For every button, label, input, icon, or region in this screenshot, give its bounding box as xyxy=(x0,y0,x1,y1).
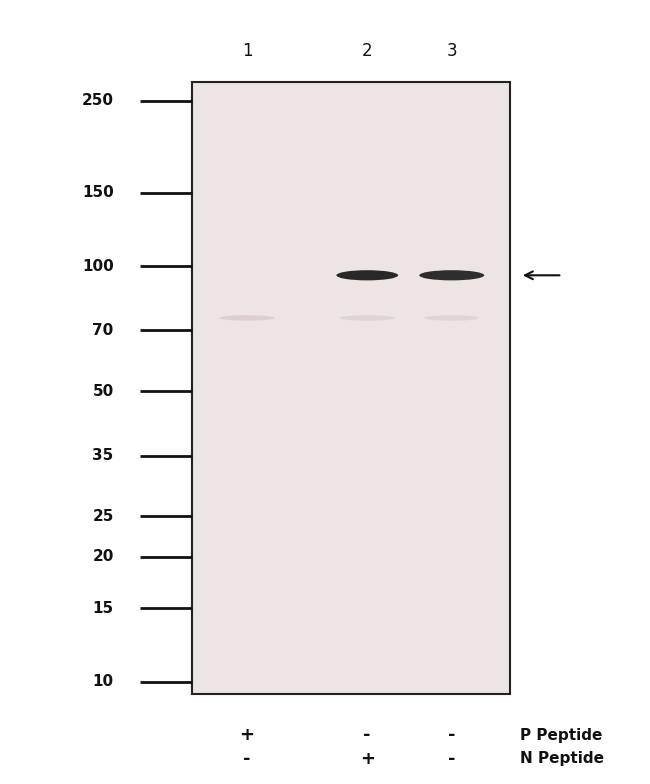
Text: 250: 250 xyxy=(82,93,114,108)
Text: P Peptide: P Peptide xyxy=(520,728,603,743)
Text: 50: 50 xyxy=(92,383,114,398)
Text: 150: 150 xyxy=(82,185,114,201)
Text: 1: 1 xyxy=(242,42,252,60)
Ellipse shape xyxy=(419,270,484,281)
Ellipse shape xyxy=(424,315,480,321)
Text: 2: 2 xyxy=(362,42,372,60)
Text: N Peptide: N Peptide xyxy=(520,751,604,767)
Text: 35: 35 xyxy=(92,448,114,463)
Ellipse shape xyxy=(220,315,274,321)
Ellipse shape xyxy=(339,315,395,321)
Text: 20: 20 xyxy=(92,549,114,564)
Text: -: - xyxy=(363,727,371,744)
Text: 70: 70 xyxy=(92,323,114,338)
Bar xyxy=(192,82,510,694)
Ellipse shape xyxy=(337,270,398,281)
Text: +: + xyxy=(239,727,255,744)
Text: -: - xyxy=(448,727,456,744)
Text: 25: 25 xyxy=(92,509,114,524)
Text: -: - xyxy=(243,750,251,768)
Text: 15: 15 xyxy=(92,601,114,616)
Text: -: - xyxy=(448,750,456,768)
Text: 10: 10 xyxy=(92,674,114,689)
Text: +: + xyxy=(359,750,375,768)
Text: 100: 100 xyxy=(82,259,114,274)
Text: 3: 3 xyxy=(447,42,457,60)
